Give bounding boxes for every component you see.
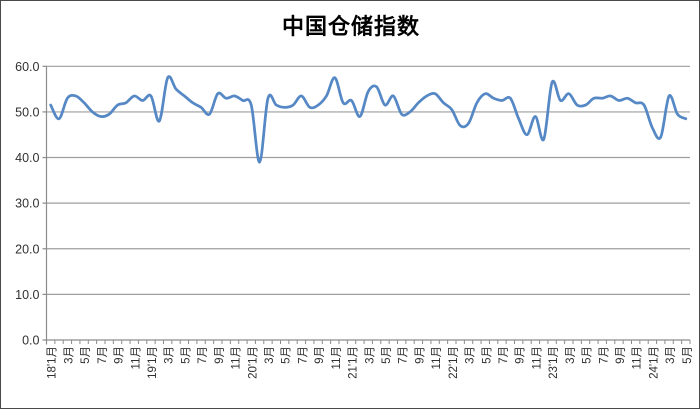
svg-text:21'1月: 21'1月 xyxy=(348,346,360,379)
svg-text:3月: 3月 xyxy=(164,346,176,364)
svg-text:3月: 3月 xyxy=(565,346,577,364)
svg-text:7月: 7月 xyxy=(197,346,209,364)
svg-text:7月: 7月 xyxy=(97,346,109,364)
svg-text:7月: 7月 xyxy=(398,346,410,364)
svg-text:9月: 9月 xyxy=(615,346,627,364)
svg-text:3月: 3月 xyxy=(264,346,276,364)
svg-text:23'1月: 23'1月 xyxy=(548,346,560,379)
svg-text:11月: 11月 xyxy=(632,346,644,369)
svg-text:5月: 5月 xyxy=(80,346,92,364)
svg-text:30.0: 30.0 xyxy=(15,197,39,211)
svg-text:18'1月: 18'1月 xyxy=(47,346,59,379)
svg-text:0.0: 0.0 xyxy=(22,334,39,348)
svg-text:5月: 5月 xyxy=(682,346,694,364)
svg-text:40.0: 40.0 xyxy=(15,151,39,165)
svg-text:7月: 7月 xyxy=(297,346,309,364)
svg-text:19'1月: 19'1月 xyxy=(147,346,159,379)
svg-text:11月: 11月 xyxy=(531,346,543,369)
chart-title: 中国仓储指数 xyxy=(281,14,420,39)
svg-text:7月: 7月 xyxy=(598,346,610,364)
svg-text:3月: 3月 xyxy=(465,346,477,364)
svg-text:11月: 11月 xyxy=(130,346,142,369)
svg-text:5月: 5月 xyxy=(381,346,393,364)
svg-text:9月: 9月 xyxy=(515,346,527,364)
svg-text:20.0: 20.0 xyxy=(15,242,39,256)
svg-text:11月: 11月 xyxy=(231,346,243,369)
svg-text:11月: 11月 xyxy=(431,346,443,369)
svg-text:9月: 9月 xyxy=(414,346,426,364)
svg-text:3月: 3月 xyxy=(665,346,677,364)
svg-text:9月: 9月 xyxy=(314,346,326,364)
svg-text:5月: 5月 xyxy=(281,346,293,364)
svg-text:5月: 5月 xyxy=(180,346,192,364)
svg-text:60.0: 60.0 xyxy=(15,60,39,74)
svg-text:7月: 7月 xyxy=(498,346,510,364)
svg-text:5月: 5月 xyxy=(582,346,594,364)
svg-text:3月: 3月 xyxy=(364,346,376,364)
svg-text:22'1月: 22'1月 xyxy=(448,346,460,379)
svg-text:5月: 5月 xyxy=(481,346,493,364)
svg-text:24'1月: 24'1月 xyxy=(648,346,660,379)
svg-text:11月: 11月 xyxy=(331,346,343,369)
svg-text:10.0: 10.0 xyxy=(15,288,39,302)
svg-text:20'1月: 20'1月 xyxy=(247,346,259,379)
svg-text:9月: 9月 xyxy=(214,346,226,364)
svg-text:3月: 3月 xyxy=(63,346,75,364)
svg-text:50.0: 50.0 xyxy=(15,105,39,119)
svg-text:9月: 9月 xyxy=(114,346,126,364)
